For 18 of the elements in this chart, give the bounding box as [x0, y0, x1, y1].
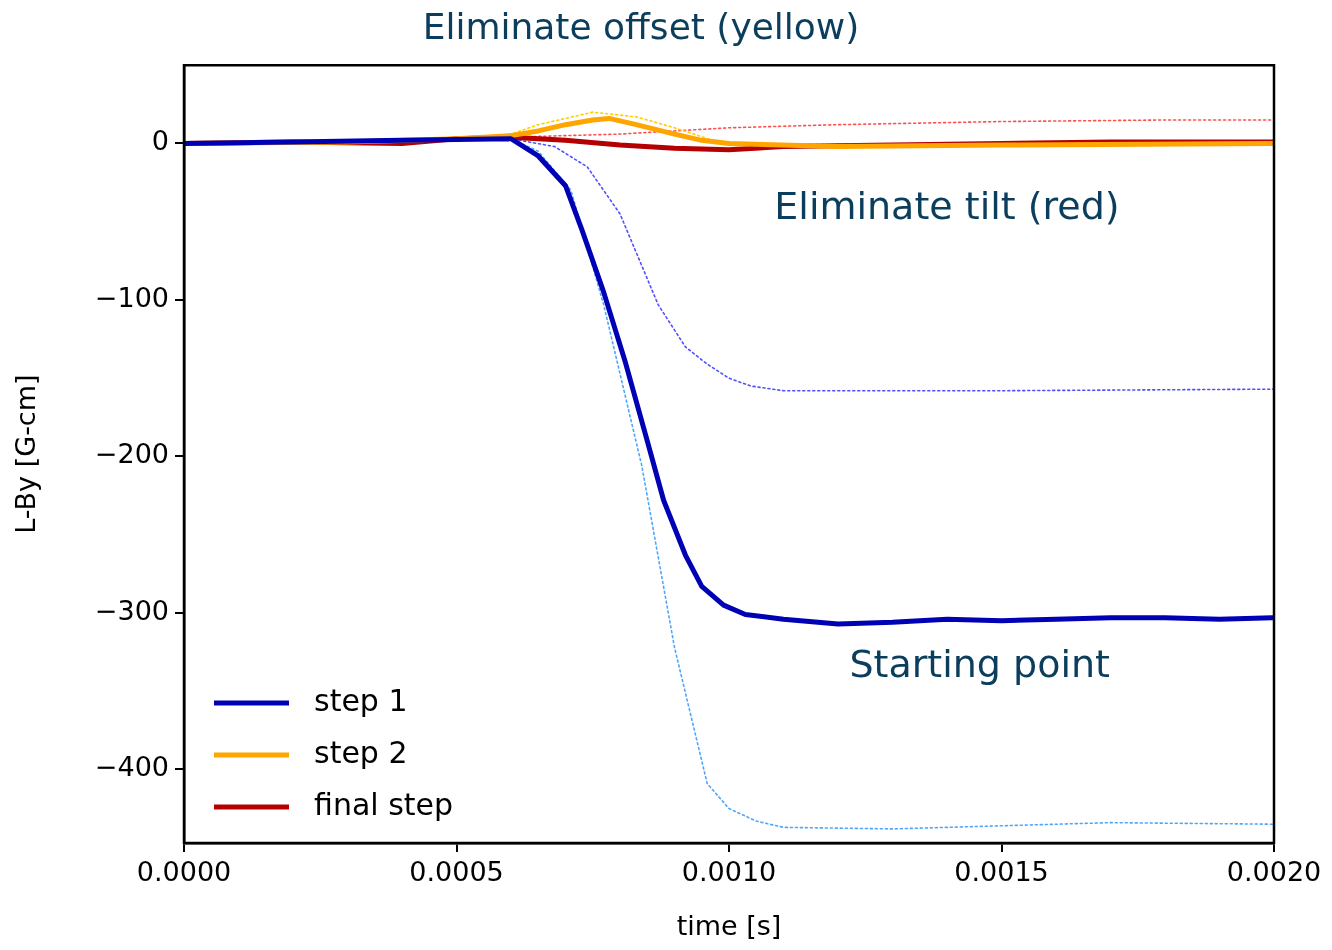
x-tick-label: 0.0000 [136, 856, 232, 888]
x-tick-label: 0.0020 [1226, 856, 1322, 888]
legend-label: step 2 [314, 734, 408, 770]
chart-title: Eliminate offset (yellow) [422, 5, 860, 47]
y-tick-label: −400 [94, 751, 169, 783]
legend-label: final step [314, 786, 454, 822]
legend-label: step 1 [314, 682, 408, 718]
x-tick-label: 0.0005 [409, 856, 504, 888]
y-tick-label: 0 [151, 125, 169, 157]
y-axis-title: L-By [G-cm] [10, 374, 42, 534]
y-tick-label: −100 [94, 281, 169, 313]
y-tick-label: −200 [94, 438, 169, 470]
annotation: Starting point [849, 642, 1110, 687]
x-tick-label: 0.0015 [954, 856, 1049, 888]
x-axis-title: time [s] [676, 909, 782, 941]
annotation: Eliminate tilt (red) [774, 183, 1120, 228]
x-tick-label: 0.0010 [681, 856, 777, 888]
y-tick-label: −300 [94, 594, 169, 626]
